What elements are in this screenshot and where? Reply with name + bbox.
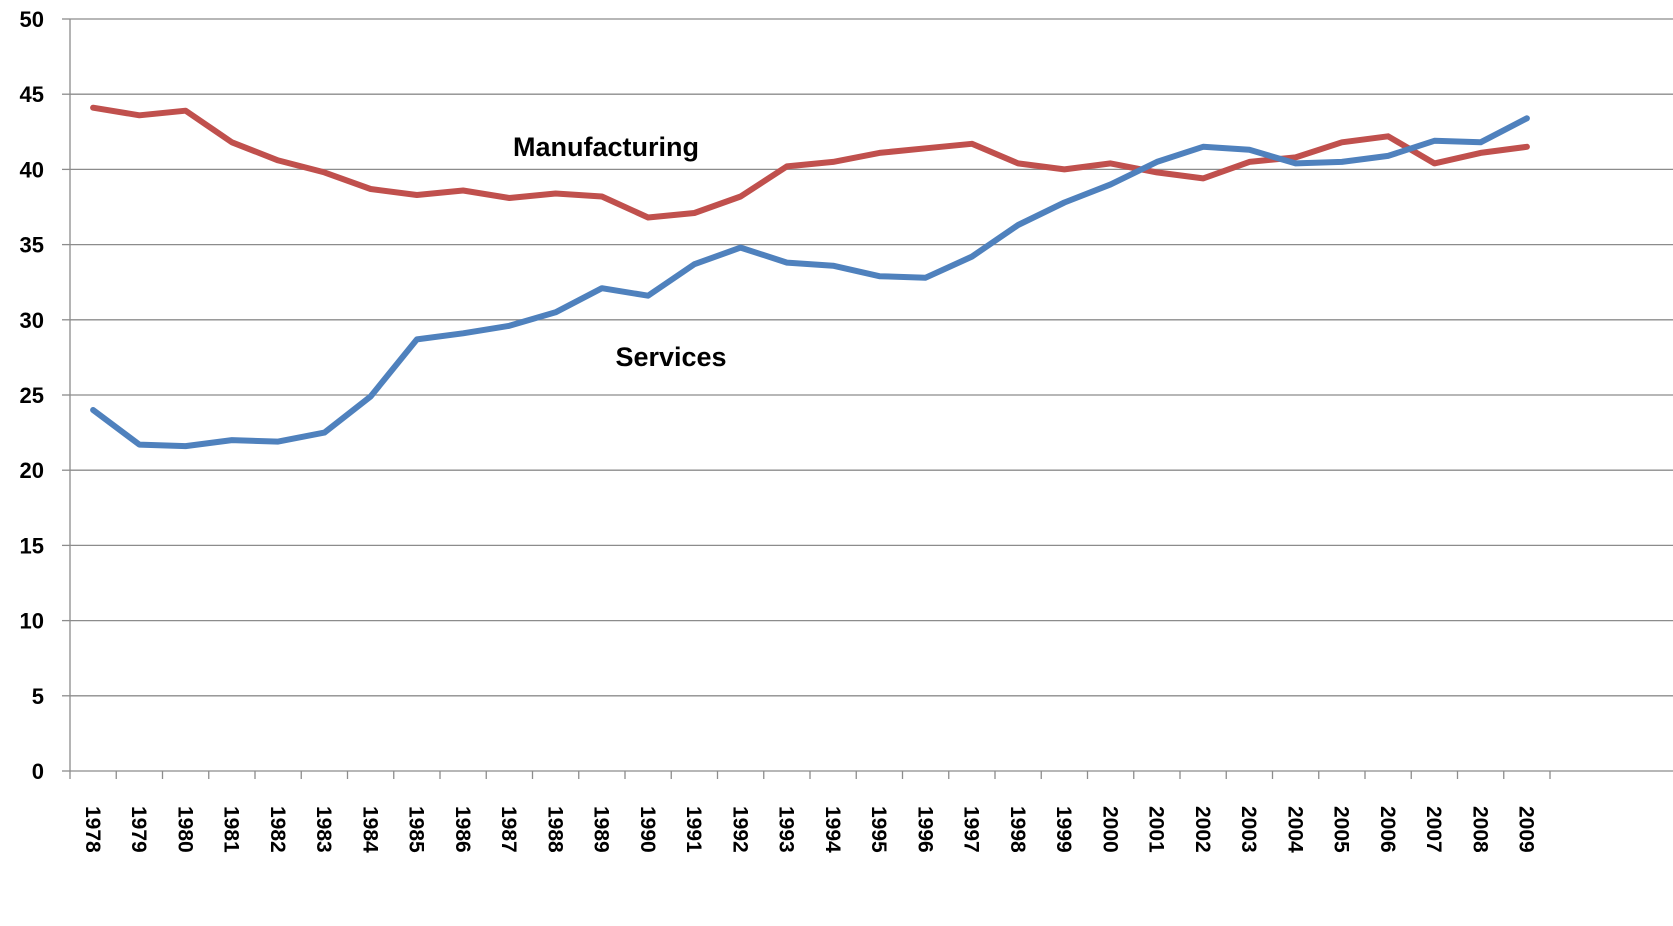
- gridlines: [70, 18, 1673, 697]
- x-tick-label: 1992: [728, 806, 751, 853]
- x-tick-label: 1988: [543, 806, 566, 853]
- series-lines: [90, 104, 1530, 450]
- x-tick-label: 1993: [775, 806, 798, 853]
- x-tick-label: 1995: [867, 806, 890, 853]
- x-tick-label: 1996: [913, 806, 936, 853]
- x-tick-label: 1998: [1006, 806, 1029, 853]
- x-tick-label: 1997: [960, 806, 983, 853]
- y-tick-label: 10: [20, 609, 44, 634]
- x-tick-label: 1981: [220, 806, 243, 853]
- x-tick-label: 1985: [405, 806, 428, 853]
- y-tick-label: 20: [20, 458, 44, 483]
- series-label-manufacturing: Manufacturing: [513, 132, 699, 162]
- y-tick-label: 45: [20, 82, 44, 107]
- x-tick-label: 2004: [1283, 806, 1306, 853]
- y-tick-label: 15: [20, 533, 44, 558]
- x-tick-label: 2008: [1468, 806, 1491, 853]
- labels: Manufacturing Services: [513, 132, 727, 372]
- x-tick-label: 2005: [1330, 806, 1353, 853]
- series-line-services: [90, 115, 1530, 450]
- x-tick-label: 1979: [127, 806, 150, 853]
- y-tick-label: 25: [20, 383, 44, 408]
- x-tick-label: 1986: [451, 806, 474, 853]
- x-tick-label: 1990: [636, 806, 659, 853]
- y-tick-label: 30: [20, 308, 44, 333]
- x-tick-label: 1991: [682, 806, 705, 853]
- x-tick-label: 1980: [173, 806, 196, 853]
- x-tick-label: 1982: [266, 806, 289, 853]
- series-label-services: Services: [615, 342, 726, 372]
- y-tick-label: 35: [20, 233, 44, 258]
- x-tick-label: 1987: [497, 806, 520, 853]
- x-tick-label: 1983: [312, 806, 335, 853]
- x-tick-label: 1994: [821, 806, 844, 853]
- y-tick-label: 5: [32, 684, 44, 709]
- x-tick-label: 1978: [81, 806, 104, 853]
- x-tick-label: 2000: [1098, 806, 1121, 853]
- x-tick-label: 2003: [1237, 806, 1260, 853]
- axes: 0 5 10 15 20 25 30 35 40 45 50 1978 1979 1980 1981 1982…: [20, 7, 1673, 853]
- x-tick-label: 1984: [358, 806, 381, 853]
- x-tick-label: 1999: [1052, 806, 1075, 853]
- x-tick-label: 2002: [1191, 806, 1214, 853]
- x-tick-label: 2001: [1145, 806, 1168, 853]
- y-tick-label: 50: [20, 7, 44, 32]
- y-tick-label: 40: [20, 157, 44, 182]
- x-tick-label: 1989: [590, 806, 613, 853]
- x-tick-label: 2007: [1422, 806, 1445, 853]
- x-tick-label: 2009: [1515, 806, 1538, 853]
- x-tick-label: 2006: [1376, 806, 1399, 853]
- y-tick-label: 0: [32, 759, 44, 784]
